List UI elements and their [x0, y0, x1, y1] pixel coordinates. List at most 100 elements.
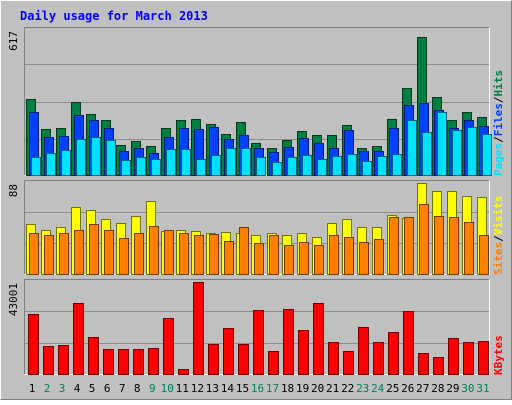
x-tick-label: 16 — [251, 382, 264, 395]
bar-kbytes-day-5 — [88, 337, 99, 375]
bar-sites-day-3 — [59, 233, 69, 275]
bar-kbytes-day-17 — [268, 351, 279, 375]
x-tick-label: 2 — [44, 382, 51, 395]
x-tick-label: 28 — [431, 382, 444, 395]
x-tick-label: 19 — [296, 382, 309, 395]
bar-kbytes-day-25 — [388, 332, 399, 375]
bar-pages-day-6 — [106, 140, 116, 176]
x-tick-label: 23 — [356, 382, 369, 395]
bar-pages-day-9 — [151, 159, 161, 176]
bar-kbytes-day-24 — [373, 342, 384, 375]
x-tick-label: 13 — [206, 382, 219, 395]
bar-pages-day-19 — [302, 155, 312, 176]
side-legend-visits: Sites/Visits — [492, 196, 505, 276]
bar-sites-day-13 — [209, 234, 219, 275]
bar-kbytes-day-13 — [208, 344, 219, 375]
bar-pages-day-20 — [317, 159, 327, 176]
bar-sites-day-4 — [74, 230, 84, 275]
bar-pages-day-1 — [31, 157, 41, 176]
x-tick-label: 30 — [461, 382, 474, 395]
bar-sites-day-29 — [449, 217, 459, 275]
x-tick-label: 20 — [311, 382, 324, 395]
bar-kbytes-day-30 — [463, 342, 474, 375]
bar-pages-day-8 — [136, 157, 146, 176]
x-tick-label: 21 — [326, 382, 339, 395]
bar-pages-day-24 — [377, 156, 387, 176]
bar-kbytes-day-6 — [103, 349, 114, 375]
bar-kbytes-day-8 — [133, 349, 144, 375]
bar-kbytes-day-27 — [418, 353, 429, 375]
x-tick-label: 29 — [446, 382, 459, 395]
x-tick-label: 6 — [104, 382, 111, 395]
legend-files: Files — [492, 103, 505, 136]
bar-kbytes-day-20 — [313, 303, 324, 375]
x-tick-label: 14 — [221, 382, 235, 395]
x-tick-label: 15 — [236, 382, 249, 395]
bar-kbytes-day-18 — [283, 309, 294, 375]
legend-separator: / — [492, 235, 505, 242]
bar-sites-day-11 — [179, 233, 189, 275]
bar-kbytes-day-31 — [478, 341, 489, 375]
bar-pages-day-29 — [452, 130, 462, 176]
bar-pages-day-7 — [121, 160, 131, 176]
bar-sites-day-27 — [419, 204, 429, 275]
bar-pages-day-23 — [362, 161, 372, 176]
bar-kbytes-day-26 — [403, 311, 414, 375]
y-max-label-kbytes: 43001 — [7, 283, 20, 316]
x-tick-label: 5 — [89, 382, 96, 395]
y-max-label-visits: 88 — [7, 184, 20, 197]
plot-inset-shadow — [24, 279, 490, 375]
bar-kbytes-day-11 — [178, 369, 189, 375]
bar-sites-day-20 — [314, 245, 324, 275]
bar-sites-day-5 — [89, 224, 99, 275]
bar-pages-day-21 — [332, 156, 342, 176]
legend-separator: / — [492, 136, 505, 143]
bar-kbytes-day-28 — [433, 357, 444, 375]
legend-pages: Pages — [492, 143, 505, 176]
bar-sites-day-2 — [44, 235, 54, 275]
bar-pages-day-31 — [482, 134, 492, 176]
x-tick-label: 3 — [59, 382, 66, 395]
bar-sites-day-23 — [359, 242, 369, 275]
x-tick-label: 22 — [341, 382, 354, 395]
x-tick-label: 27 — [416, 382, 429, 395]
bar-pages-day-4 — [76, 139, 86, 176]
bar-sites-day-19 — [299, 242, 309, 275]
x-tick-label: 10 — [161, 382, 174, 395]
legend-sites: Sites — [492, 242, 505, 275]
bar-pages-day-18 — [287, 157, 297, 176]
bar-kbytes-day-1 — [28, 314, 39, 375]
x-tick-label: 31 — [476, 382, 489, 395]
legend-hits: Hits — [492, 70, 505, 97]
panel-visits: 88 Sites/Visits — [7, 180, 505, 275]
bar-kbytes-day-16 — [253, 310, 264, 375]
bar-pages-day-10 — [166, 149, 176, 176]
bar-pages-day-17 — [272, 162, 282, 176]
bar-sites-day-17 — [269, 235, 279, 275]
bar-sites-day-25 — [389, 217, 399, 275]
plot-inset-shadow — [24, 27, 490, 176]
bar-sites-day-12 — [194, 235, 204, 275]
bar-pages-day-13 — [211, 155, 221, 176]
x-tick-label: 4 — [74, 382, 81, 395]
bar-sites-day-15 — [239, 227, 249, 275]
bar-pages-day-11 — [181, 149, 191, 176]
bar-pages-day-14 — [226, 148, 236, 176]
y-max-label-hits: 617 — [7, 31, 20, 51]
bar-kbytes-day-29 — [448, 338, 459, 375]
bar-kbytes-day-22 — [343, 351, 354, 375]
x-tick-label: 8 — [134, 382, 141, 395]
x-tick-label: 25 — [386, 382, 399, 395]
bar-sites-day-7 — [119, 238, 129, 275]
bar-sites-day-30 — [464, 222, 474, 275]
bar-pages-day-27 — [422, 132, 432, 176]
bar-kbytes-day-12 — [193, 282, 204, 375]
bar-pages-day-30 — [467, 127, 477, 176]
bar-pages-day-26 — [407, 120, 417, 176]
bar-pages-day-25 — [392, 154, 402, 176]
bar-kbytes-day-4 — [73, 303, 84, 375]
bar-pages-day-28 — [437, 112, 447, 176]
